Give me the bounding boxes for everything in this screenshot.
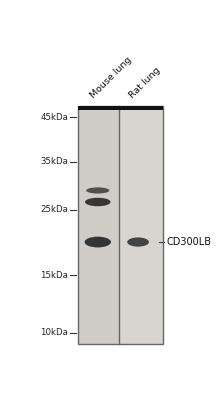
Ellipse shape (86, 187, 109, 194)
Bar (78, 106, 163, 344)
Ellipse shape (85, 237, 111, 248)
Ellipse shape (85, 198, 111, 206)
Text: Mouse lung: Mouse lung (89, 56, 134, 100)
Bar (78, 106, 119, 110)
Text: 35kDa: 35kDa (41, 158, 68, 166)
Text: CD300LB: CD300LB (167, 237, 212, 247)
Bar (78, 106, 119, 344)
Ellipse shape (127, 238, 149, 247)
Bar (119, 106, 163, 110)
Text: 10kDa: 10kDa (41, 328, 68, 338)
Text: 25kDa: 25kDa (41, 205, 68, 214)
Text: 15kDa: 15kDa (41, 271, 68, 280)
Text: Rat lung: Rat lung (128, 66, 162, 100)
Text: 45kDa: 45kDa (41, 113, 68, 122)
Bar (119, 106, 163, 344)
